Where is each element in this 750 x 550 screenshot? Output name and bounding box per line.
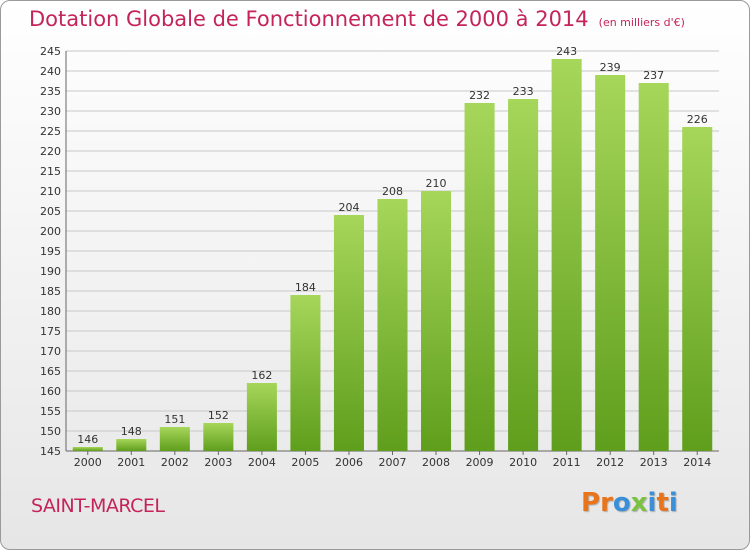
logo-letter: x [630,488,648,518]
bar-2008 [421,191,452,451]
y-tick-label: 190 [40,265,61,278]
x-tick-label-2004: 2004 [248,456,276,469]
data-label-2008: 210 [426,177,447,190]
data-label-2013: 237 [643,69,664,82]
x-tick-label-2002: 2002 [161,456,189,469]
y-tick-label: 185 [40,285,61,298]
x-tick-label-2001: 2001 [117,456,145,469]
x-tick-label-2012: 2012 [596,456,624,469]
x-tick-label-2003: 2003 [204,456,232,469]
chart-title-text: Dotation Globale de Fonctionnement de 20… [29,7,589,31]
x-tick-label-2014: 2014 [683,456,711,469]
bar-2000 [72,447,103,451]
y-tick-label: 245 [40,45,61,58]
y-tick-label: 150 [40,425,61,438]
x-tick-label-2000: 2000 [74,456,102,469]
data-label-2002: 151 [164,413,185,426]
y-tick-label: 155 [40,405,61,418]
bar-2011 [551,59,582,451]
bar-2001 [116,439,147,451]
bar-2003 [203,423,234,451]
x-tick-label-2006: 2006 [335,456,363,469]
y-tick-label: 210 [40,185,61,198]
y-tick-label: 235 [40,85,61,98]
data-label-2001: 148 [121,425,142,438]
data-label-2000: 146 [77,433,98,446]
y-tick-label: 240 [40,65,61,78]
data-label-2003: 152 [208,409,229,422]
chart-subtitle: (en milliers d'€) [598,16,685,29]
data-label-2010: 233 [513,85,534,98]
x-tick-label-2011: 2011 [553,456,581,469]
y-tick-label: 220 [40,145,61,158]
y-tick-label: 175 [40,325,61,338]
data-label-2011: 243 [556,45,577,58]
place-name: SAINT-MARCEL [31,495,165,517]
y-tick-label: 225 [40,125,61,138]
bar-2013 [638,83,669,451]
data-label-2009: 232 [469,89,490,102]
x-tick-label-2008: 2008 [422,456,450,469]
y-tick-label: 145 [40,445,61,458]
bar-2002 [159,427,190,451]
y-tick-label: 180 [40,305,61,318]
bar-2009 [464,103,495,451]
data-label-2006: 204 [338,201,359,214]
bar-2007 [377,199,408,451]
bar-2004 [246,383,277,451]
y-tick-label: 230 [40,105,61,118]
x-tick-label-2005: 2005 [291,456,319,469]
bar-2006 [333,215,364,451]
x-tick-label-2013: 2013 [640,456,668,469]
y-tick-label: 165 [40,365,61,378]
chart-title: Dotation Globale de Fonctionnement de 20… [29,7,685,31]
logo-letter: P [581,488,601,518]
data-label-2014: 226 [687,113,708,126]
proxiti-logo: Proxiti [581,488,678,518]
logo-letter: i [668,488,678,518]
x-tick-label-2009: 2009 [466,456,494,469]
bar-2012 [595,75,626,451]
x-tick-label-2010: 2010 [509,456,537,469]
x-tick-label-2007: 2007 [379,456,407,469]
bar-2014 [682,127,713,451]
data-label-2012: 239 [600,61,621,74]
y-tick-label: 205 [40,205,61,218]
y-tick-label: 215 [40,165,61,178]
data-label-2004: 162 [251,369,272,382]
logo-letter: i [647,488,657,518]
logo-letter: o [612,488,631,518]
bar-2005 [290,295,321,451]
y-tick-label: 160 [40,385,61,398]
data-label-2007: 208 [382,185,403,198]
logo-letter: r [600,488,613,518]
bar-2010 [508,99,539,451]
y-tick-label: 200 [40,225,61,238]
y-tick-label: 195 [40,245,61,258]
y-tick-label: 170 [40,345,61,358]
logo-letter: t [656,488,669,518]
data-label-2005: 184 [295,281,316,294]
